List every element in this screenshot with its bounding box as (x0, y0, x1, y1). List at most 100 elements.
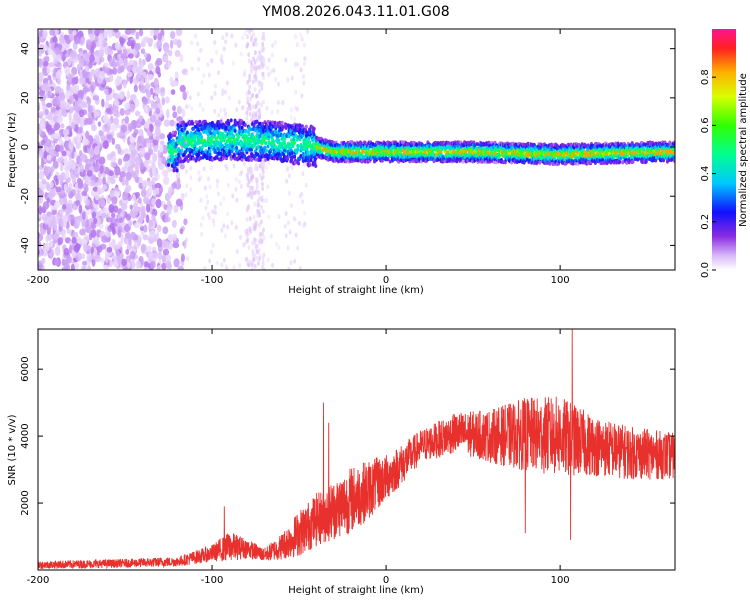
heatmap-cell (206, 212, 210, 218)
heatmap-cell (245, 115, 249, 121)
heatmap-cell (294, 89, 298, 95)
heatmap-cell (41, 84, 48, 90)
heatmap-cell (82, 87, 89, 93)
heatmap-cell (234, 176, 238, 182)
heatmap-cell (63, 247, 70, 256)
heatmap-cell (261, 231, 264, 237)
heatmap-cell (252, 257, 256, 262)
heatmap-cell (122, 156, 128, 162)
heatmap-cell (245, 29, 249, 33)
heatmap-cell (246, 183, 250, 188)
heatmap-cell (63, 183, 68, 191)
heatmap-cell (234, 42, 238, 48)
heatmap-cell (266, 184, 270, 190)
heatmap-cell (289, 260, 293, 266)
heatmap-cell (52, 96, 60, 106)
heatmap-cell (169, 76, 174, 83)
heatmap-cell (243, 69, 247, 75)
heatmap-cell (132, 132, 137, 138)
heatmap-cell (38, 188, 44, 198)
heatmap-cell (122, 79, 127, 89)
heatmap-cell (248, 96, 252, 102)
heatmap-cell (235, 107, 239, 113)
heatmap-cell (243, 31, 247, 37)
heatmap-cell (97, 121, 102, 127)
heatmap-cell (79, 228, 86, 236)
heatmap-cell (57, 174, 64, 181)
heatmap-cell (154, 87, 161, 95)
heatmap-cell (138, 182, 143, 189)
heatmap-cell (164, 46, 170, 54)
heatmap-cell (174, 49, 181, 58)
heatmap-cell (38, 90, 46, 96)
heatmap-cell (68, 141, 74, 150)
heatmap-cell (177, 265, 185, 270)
heatmap-cell (90, 229, 97, 238)
heatmap-cell (300, 93, 304, 99)
heatmap-cell (158, 133, 166, 140)
heatmap-cell (259, 57, 262, 63)
heatmap-cell (47, 48, 53, 56)
heatmap-cell (49, 241, 53, 248)
heatmap-cell (250, 34, 254, 40)
heatmap-cell (267, 72, 271, 78)
heatmap-cell (76, 167, 81, 176)
heatmap-cell (101, 235, 108, 243)
heatmap-cell (249, 29, 252, 32)
heatmap-cell (129, 204, 133, 211)
heatmap-cell (62, 128, 70, 136)
heatmap-cell (118, 91, 125, 100)
heatmap-cell (59, 162, 64, 172)
heatmap-cell (41, 257, 46, 265)
heatmap-cell (272, 67, 276, 73)
heatmap-cell (248, 102, 251, 108)
heatmap-cell (171, 80, 178, 86)
heatmap-cell (265, 165, 269, 171)
heatmap-cell (61, 230, 66, 241)
heatmap-cell (180, 192, 185, 201)
heatmap-cell (156, 224, 162, 233)
heatmap-cell (245, 228, 249, 234)
heatmap-cell (271, 42, 275, 48)
heatmap-cell (252, 42, 256, 47)
heatmap-cell (172, 111, 178, 119)
heatmap-cell (40, 139, 46, 146)
heatmap-cell (253, 264, 257, 269)
heatmap-cell (262, 227, 265, 233)
heatmap-cell (248, 77, 251, 83)
heatmap-cell (249, 228, 253, 234)
heatmap-cell (58, 137, 63, 146)
heatmap-cell (247, 179, 251, 184)
heatmap-cell (87, 245, 91, 252)
heatmap-cell (89, 34, 96, 41)
heatmap-cell (108, 170, 114, 177)
heatmap-cell (135, 155, 142, 166)
heatmap-cell (137, 216, 144, 224)
heatmap-cell (183, 218, 188, 226)
heatmap-cell (163, 119, 171, 127)
heatmap-cell (235, 145, 239, 150)
heatmap-cell (44, 167, 49, 177)
heatmap-cell (167, 60, 171, 69)
heatmap-cell (110, 60, 117, 68)
heatmap-cell (106, 134, 113, 140)
heatmap-cell (238, 234, 242, 240)
heatmap-cell (135, 31, 140, 40)
heatmap-cell (256, 201, 260, 207)
heatmap-cell (269, 69, 273, 75)
heatmap-cell (86, 170, 93, 177)
heatmap-cell (141, 205, 146, 214)
heatmap-cell (261, 48, 264, 53)
heatmap-cell (225, 31, 229, 37)
heatmap-cell (213, 83, 217, 89)
heatmap-cell (75, 200, 81, 207)
heatmap-cell (266, 65, 270, 71)
heatmap-cell (112, 117, 119, 125)
heatmap-cell (249, 194, 253, 199)
heatmap-cell (133, 84, 138, 93)
heatmap-cell (76, 63, 82, 73)
heatmap-cell (145, 214, 150, 224)
heatmap-cell (57, 109, 63, 119)
heatmap-cell (210, 249, 214, 255)
heatmap-cell (65, 206, 73, 215)
